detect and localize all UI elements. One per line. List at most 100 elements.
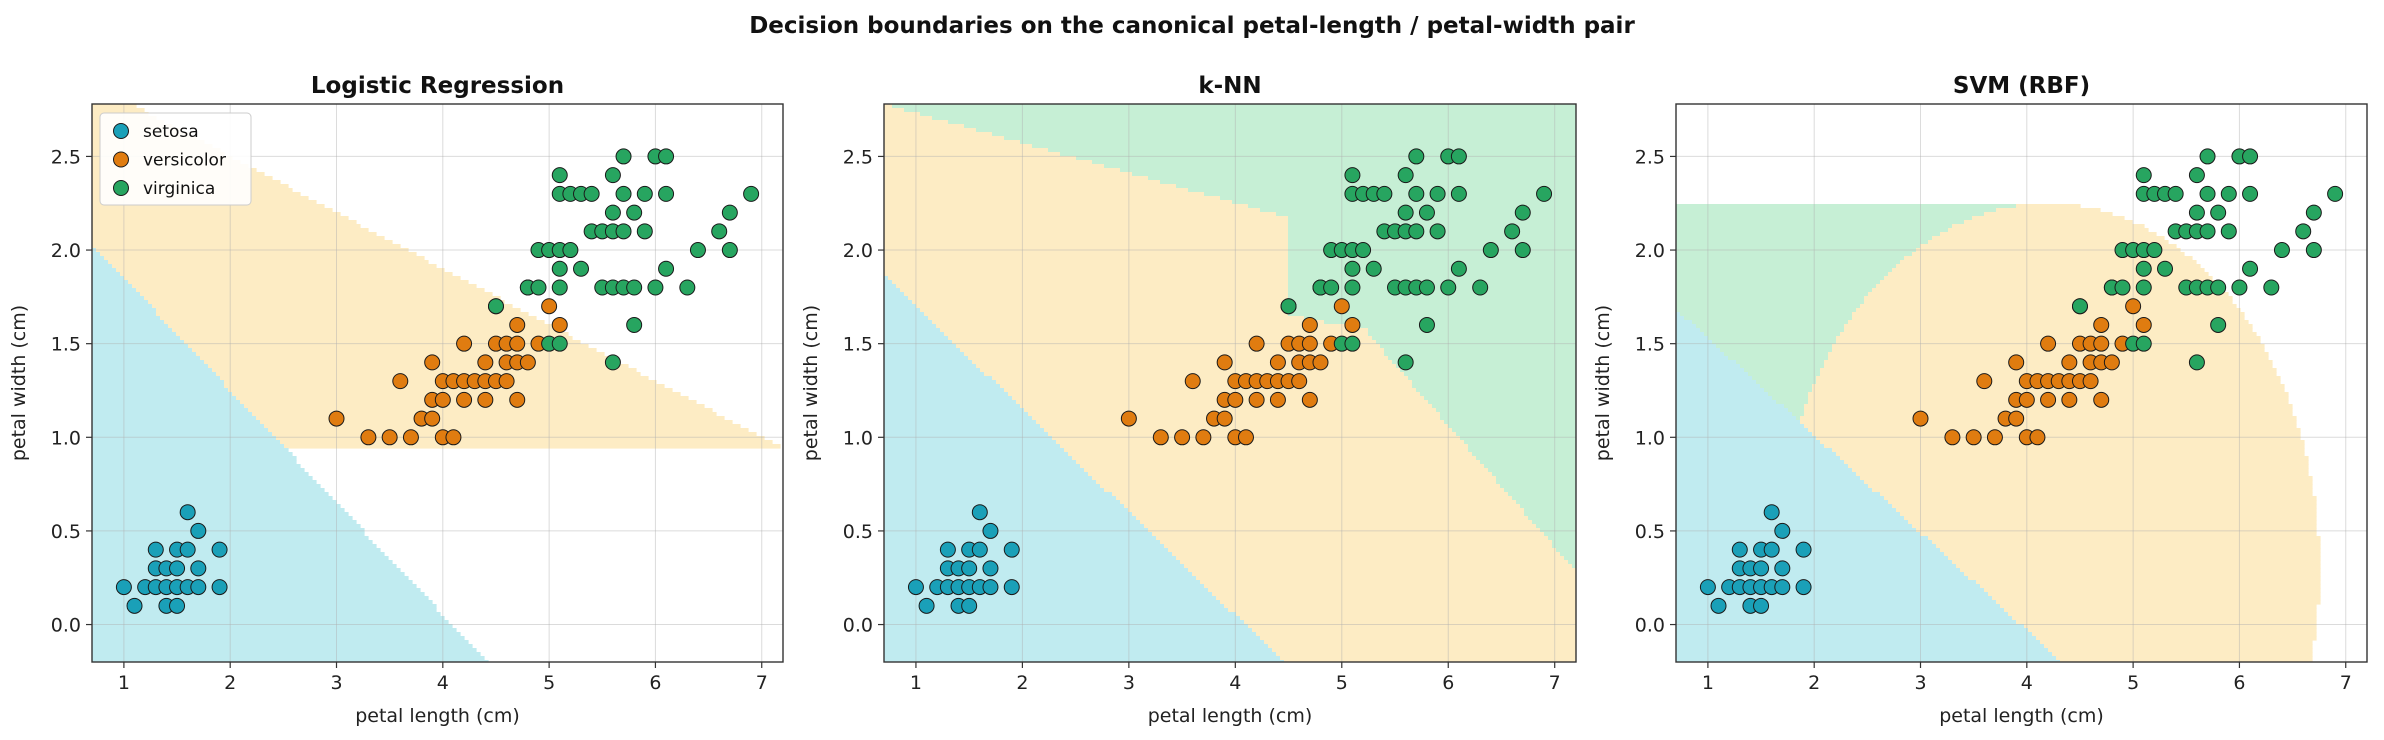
- point-virginica: [604, 354, 621, 371]
- x-tick-label: 2: [224, 672, 236, 694]
- point-versicolor: [1312, 354, 1329, 371]
- grid: [884, 104, 1576, 662]
- point-setosa: [1003, 541, 1020, 558]
- point-versicolor: [445, 429, 462, 446]
- x-axis-label: petal length (cm): [355, 705, 520, 727]
- point-virginica: [1397, 204, 1414, 221]
- point-virginica: [604, 204, 621, 221]
- point-virginica: [604, 167, 621, 184]
- point-virginica: [2242, 260, 2259, 277]
- legend-label-virginica: virginica: [143, 179, 215, 199]
- point-setosa: [190, 522, 207, 539]
- y-tick-label: 1.0: [51, 427, 81, 449]
- point-virginica: [2188, 167, 2205, 184]
- point-versicolor: [2135, 316, 2152, 333]
- point-versicolor: [1291, 373, 1308, 390]
- data-points: [907, 148, 1553, 614]
- y-axis-label: petal width (cm): [1592, 305, 1614, 461]
- point-virginica: [1280, 298, 1297, 315]
- point-setosa: [971, 541, 988, 558]
- data-points: [115, 148, 760, 614]
- point-versicolor: [2103, 354, 2120, 371]
- x-tick-label: 2: [1016, 672, 1028, 694]
- point-versicolor: [477, 354, 494, 371]
- decision-regions: [884, 104, 1576, 662]
- point-virginica: [1397, 167, 1414, 184]
- point-virginica: [2210, 316, 2227, 333]
- x-ticks: 1 2 3 4 5 6 7: [910, 662, 1561, 694]
- point-versicolor: [1120, 410, 1137, 427]
- point-versicolor: [1912, 410, 1929, 427]
- y-tick-label: 0.0: [843, 615, 873, 637]
- point-virginica: [573, 260, 590, 277]
- point-virginica: [1536, 185, 1553, 202]
- x-tick-label: 5: [2127, 672, 2139, 694]
- point-versicolor: [2008, 354, 2025, 371]
- point-setosa: [961, 560, 978, 577]
- point-virginica: [626, 279, 643, 296]
- point-virginica: [1440, 279, 1457, 296]
- y-tick-label: 2.5: [51, 146, 81, 168]
- point-versicolor: [1152, 429, 1169, 446]
- point-virginica: [2199, 185, 2216, 202]
- point-versicolor: [2018, 391, 2035, 408]
- point-versicolor: [1301, 335, 1318, 352]
- point-setosa: [169, 597, 186, 614]
- point-virginica: [2295, 223, 2312, 240]
- point-virginica: [2305, 242, 2322, 259]
- panel-title: k-NN: [1198, 73, 1261, 99]
- x-tick-label: 7: [2340, 672, 2352, 694]
- legend-label-versicolor: versicolor: [143, 151, 226, 171]
- point-virginica: [2199, 148, 2216, 165]
- x-tick-label: 6: [2233, 672, 2245, 694]
- point-virginica: [1418, 279, 1435, 296]
- point-versicolor: [328, 410, 345, 427]
- point-versicolor: [1216, 354, 1233, 371]
- point-versicolor: [1237, 429, 1254, 446]
- point-virginica: [1365, 260, 1382, 277]
- point-virginica: [2167, 185, 2184, 202]
- point-virginica: [2242, 185, 2259, 202]
- legend-marker-virginica: [113, 180, 129, 196]
- y-tick-label: 0.5: [843, 521, 873, 543]
- point-setosa: [169, 560, 186, 577]
- point-versicolor: [1986, 429, 2003, 446]
- point-virginica: [1472, 279, 1489, 296]
- point-versicolor: [1944, 429, 1961, 446]
- point-virginica: [626, 316, 643, 333]
- point-versicolor: [2093, 316, 2110, 333]
- point-virginica: [2263, 279, 2280, 296]
- x-tick-label: 5: [1336, 672, 1348, 694]
- point-versicolor: [2029, 429, 2046, 446]
- point-virginica: [2199, 223, 2216, 240]
- point-versicolor: [1184, 373, 1201, 390]
- point-virginica: [711, 223, 728, 240]
- point-setosa: [1774, 522, 1791, 539]
- point-versicolor: [541, 298, 558, 315]
- point-virginica: [658, 148, 675, 165]
- point-virginica: [1344, 335, 1361, 352]
- point-virginica: [743, 185, 760, 202]
- point-virginica: [2231, 279, 2248, 296]
- point-virginica: [2157, 260, 2174, 277]
- point-setosa: [179, 541, 196, 558]
- point-versicolor: [434, 391, 451, 408]
- data-points: [1699, 148, 2344, 614]
- y-tick-label: 0.0: [51, 615, 81, 637]
- point-virginica: [1397, 354, 1414, 371]
- legend: setosa versicolor virginica: [99, 112, 252, 206]
- point-virginica: [1450, 148, 1467, 165]
- point-virginica: [1429, 223, 1446, 240]
- point-versicolor: [1195, 429, 1212, 446]
- x-tick-label: 3: [1123, 672, 1135, 694]
- legend-marker-versicolor: [113, 151, 129, 168]
- plot-frame: [883, 103, 1577, 663]
- point-virginica: [583, 185, 600, 202]
- y-axis-label: petal width (cm): [800, 305, 822, 461]
- y-tick-label: 1.5: [51, 334, 81, 356]
- point-virginica: [2305, 204, 2322, 221]
- point-setosa: [907, 579, 924, 596]
- point-virginica: [1408, 223, 1425, 240]
- point-versicolor: [1301, 316, 1318, 333]
